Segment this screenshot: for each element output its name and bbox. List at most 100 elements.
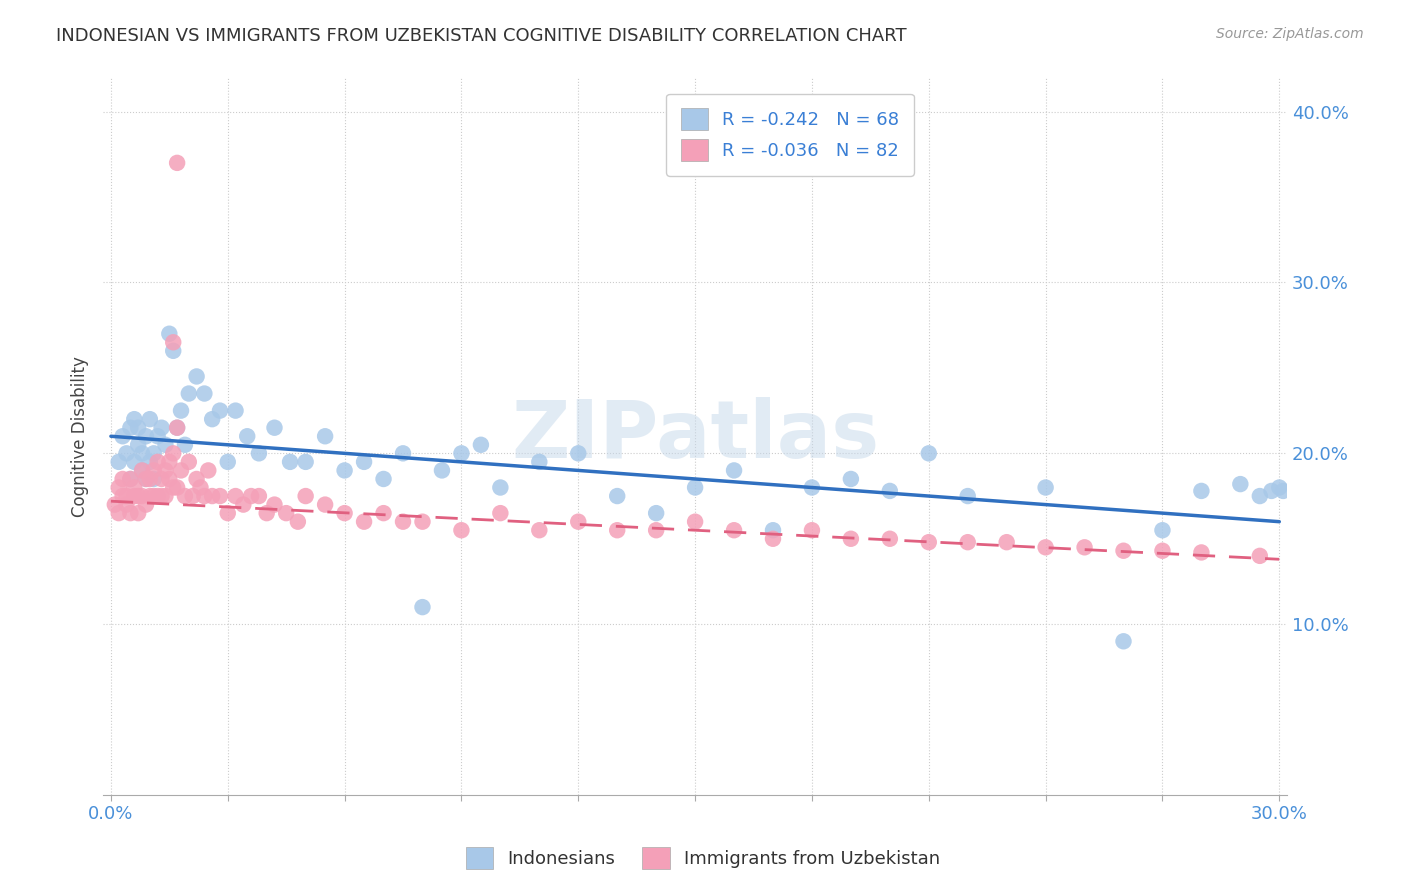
Point	[150, 420, 173, 434]
Point	[177, 455, 200, 469]
Point	[174, 438, 197, 452]
Point	[314, 498, 336, 512]
Point	[124, 489, 146, 503]
Point	[839, 472, 862, 486]
Text: ZIPatlas: ZIPatlas	[510, 397, 879, 475]
Point	[353, 455, 375, 469]
Point	[918, 446, 941, 460]
Point	[166, 156, 188, 170]
Point	[450, 446, 472, 460]
Point	[186, 472, 208, 486]
Point	[1249, 489, 1271, 503]
Point	[839, 532, 862, 546]
Point	[142, 472, 165, 486]
Point	[107, 481, 129, 495]
Point	[287, 515, 309, 529]
Point	[177, 386, 200, 401]
Point	[135, 429, 157, 443]
Point	[111, 429, 134, 443]
Point	[155, 463, 177, 477]
Legend: Indonesians, Immigrants from Uzbekistan: Indonesians, Immigrants from Uzbekistan	[457, 838, 949, 879]
Point	[166, 420, 188, 434]
Point	[1272, 483, 1295, 498]
Point	[135, 498, 157, 512]
Point	[1189, 545, 1212, 559]
Point	[489, 506, 512, 520]
Point	[1035, 541, 1057, 555]
Point	[529, 523, 551, 537]
Point	[392, 446, 415, 460]
Point	[170, 463, 193, 477]
Point	[142, 463, 165, 477]
Point	[278, 455, 301, 469]
Point	[104, 498, 127, 512]
Point	[723, 523, 745, 537]
Point	[606, 489, 628, 503]
Point	[373, 472, 395, 486]
Point	[150, 472, 173, 486]
Point	[193, 489, 215, 503]
Point	[256, 506, 278, 520]
Point	[162, 481, 184, 495]
Point	[155, 489, 177, 503]
Point	[645, 506, 668, 520]
Point	[217, 455, 239, 469]
Point	[1189, 483, 1212, 498]
Point	[127, 506, 149, 520]
Point	[567, 446, 589, 460]
Point	[411, 515, 433, 529]
Point	[918, 535, 941, 549]
Point	[190, 481, 212, 495]
Point	[146, 489, 169, 503]
Text: Source: ZipAtlas.com: Source: ZipAtlas.com	[1216, 27, 1364, 41]
Point	[146, 429, 169, 443]
Point	[201, 412, 224, 426]
Point	[470, 438, 492, 452]
Point	[131, 446, 153, 460]
Point	[157, 472, 180, 486]
Point	[263, 498, 285, 512]
Point	[1268, 481, 1291, 495]
Point	[111, 472, 134, 486]
Point	[276, 506, 298, 520]
Point	[879, 532, 901, 546]
Point	[314, 429, 336, 443]
Point	[353, 515, 375, 529]
Point	[131, 463, 153, 477]
Point	[1112, 543, 1135, 558]
Point	[247, 489, 270, 503]
Point	[1112, 634, 1135, 648]
Point	[1249, 549, 1271, 563]
Point	[294, 489, 316, 503]
Point	[236, 429, 259, 443]
Point	[142, 489, 165, 503]
Point	[115, 446, 138, 460]
Point	[879, 483, 901, 498]
Point	[142, 446, 165, 460]
Point	[683, 481, 706, 495]
Point	[124, 481, 146, 495]
Point	[120, 472, 142, 486]
Point	[193, 386, 215, 401]
Point	[107, 455, 129, 469]
Point	[146, 455, 169, 469]
Y-axis label: Cognitive Disability: Cognitive Disability	[72, 356, 89, 516]
Point	[232, 498, 254, 512]
Point	[186, 369, 208, 384]
Point	[450, 523, 472, 537]
Point	[127, 420, 149, 434]
Point	[124, 412, 146, 426]
Point	[166, 420, 188, 434]
Point	[197, 463, 219, 477]
Point	[139, 412, 162, 426]
Point	[208, 403, 231, 417]
Point	[683, 515, 706, 529]
Point	[225, 403, 247, 417]
Point	[263, 420, 285, 434]
Point	[166, 481, 188, 495]
Point	[111, 489, 134, 503]
Point	[208, 489, 231, 503]
Point	[162, 335, 184, 350]
Point	[645, 523, 668, 537]
Point	[115, 489, 138, 503]
